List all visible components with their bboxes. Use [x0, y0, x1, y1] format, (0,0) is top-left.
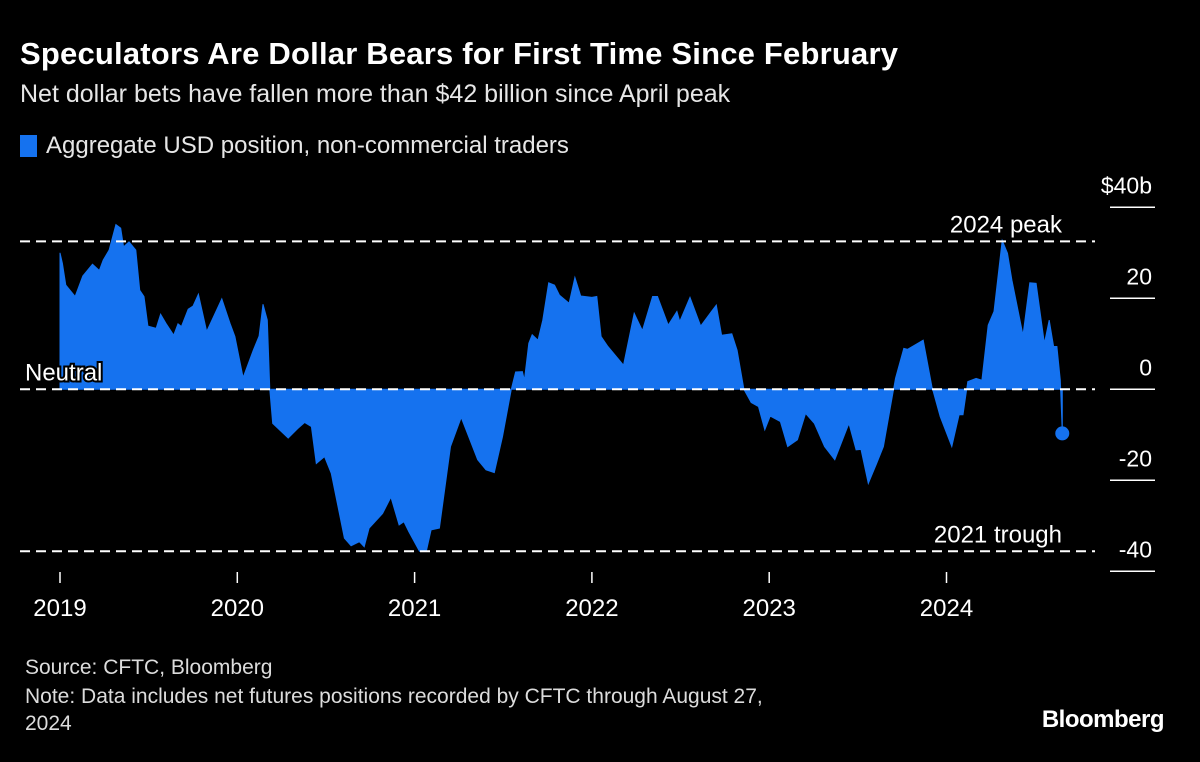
- reference-label: 2021 trough: [934, 521, 1062, 548]
- series-area: [59, 223, 1063, 552]
- footnote-line-2: 2024: [25, 712, 72, 735]
- y-tick-label: $40b: [1101, 172, 1152, 198]
- legend-swatch: [20, 135, 37, 157]
- reference-label: 2024 peak: [950, 211, 1063, 238]
- y-tick-label: -20: [1119, 445, 1152, 471]
- y-tick-label: 20: [1126, 263, 1152, 289]
- x-tick-label: 2024: [920, 595, 973, 622]
- chart-title: Speculators Are Dollar Bears for First T…: [20, 36, 899, 71]
- y-tick-label: -40: [1119, 536, 1152, 562]
- legend-label: Aggregate USD position, non-commercial t…: [46, 132, 569, 159]
- y-tick-label: 0: [1139, 354, 1152, 380]
- x-tick-label: 2023: [743, 595, 796, 622]
- source-note: Source: CFTC, Bloomberg: [25, 656, 273, 679]
- chart-subtitle: Net dollar bets have fallen more than $4…: [20, 80, 731, 108]
- reference-label: Neutral: [25, 359, 102, 386]
- footnote-line-1: Note: Data includes net futures position…: [25, 685, 763, 708]
- x-tick-label: 2021: [388, 595, 441, 622]
- x-tick-label: 2019: [33, 595, 86, 622]
- x-tick-label: 2020: [211, 595, 264, 622]
- legend: Aggregate USD position, non-commercial t…: [20, 132, 569, 160]
- x-tick-label: 2022: [565, 595, 618, 622]
- bloomberg-logo: Bloomberg: [1041, 706, 1165, 733]
- latest-value-dot: [1055, 426, 1070, 441]
